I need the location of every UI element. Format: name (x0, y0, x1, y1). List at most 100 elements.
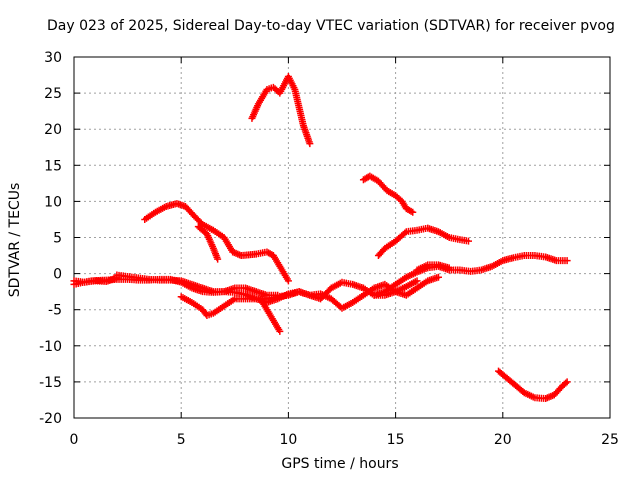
data-track (190, 300, 205, 312)
y-tick-label: 5 (53, 231, 62, 247)
y-tick-label: 10 (44, 194, 62, 210)
x-tick-label: 20 (494, 432, 512, 448)
series-arc-12 (495, 367, 571, 403)
y-axis-label: SDTVAR / TECUs (7, 182, 23, 298)
data-track (399, 199, 409, 211)
y-tick-label: -10 (39, 339, 62, 355)
data-track (222, 296, 237, 309)
data-track (436, 229, 451, 241)
series-arc-9 (374, 224, 472, 260)
data-track (385, 188, 398, 199)
y-tick-label: 25 (44, 86, 62, 102)
data-point (306, 140, 314, 148)
data-track (376, 246, 388, 258)
data-track (265, 249, 276, 259)
data-track (340, 299, 355, 311)
data-track (273, 322, 283, 334)
series-arc-2 (113, 271, 282, 299)
series-arc-13 (70, 274, 121, 286)
data-track (490, 258, 505, 269)
x-tick-label: 5 (177, 432, 186, 448)
data-track (285, 74, 298, 92)
data-track (404, 206, 415, 215)
data-track (415, 262, 430, 273)
data-track (268, 315, 278, 326)
data-track (318, 291, 333, 302)
data-track (265, 84, 275, 93)
data-track (300, 123, 313, 146)
data-track (291, 87, 303, 110)
data-point (563, 257, 571, 265)
data-series (70, 72, 571, 403)
data-track (513, 383, 527, 396)
data-track (153, 203, 168, 215)
data-track (275, 261, 287, 276)
data-track (361, 173, 372, 183)
x-tick-label: 15 (387, 432, 405, 448)
y-tick-label: -15 (39, 375, 62, 391)
data-track (393, 274, 409, 287)
data-track (383, 282, 398, 294)
x-axis-label: GPS time / hours (281, 456, 399, 472)
series-arc-5 (141, 200, 292, 285)
data-track (191, 213, 205, 227)
data-track (200, 221, 216, 233)
series-arc-11 (413, 261, 453, 274)
data-track (249, 102, 262, 121)
data-track (361, 285, 376, 298)
data-track (179, 294, 194, 306)
y-tick-label: 0 (53, 267, 62, 283)
data-track (270, 253, 281, 265)
data-point (276, 327, 284, 335)
series-arc-4 (259, 298, 284, 335)
x-tick-label: 0 (70, 432, 79, 448)
series-arc-7 (248, 72, 314, 148)
data-track (522, 390, 537, 401)
data-track (383, 238, 398, 251)
x-tick-label: 25 (601, 432, 619, 448)
y-tick-label: -5 (48, 303, 62, 319)
data-track (260, 300, 270, 312)
data-track (393, 193, 404, 204)
data-track (211, 227, 226, 240)
data-point (284, 277, 292, 285)
grid (74, 57, 610, 418)
y-tick-label: 30 (44, 50, 62, 66)
series-arc-6 (194, 223, 222, 263)
data-track (211, 303, 226, 316)
data-track (368, 173, 381, 184)
y-tick-label: 15 (44, 158, 62, 174)
data-point (413, 277, 421, 285)
data-track (255, 87, 270, 106)
data-track (393, 229, 409, 244)
data-track (196, 224, 209, 237)
data-track (404, 285, 419, 298)
chart-title: Day 023 of 2025, Sidereal Day-to-day VTE… (47, 18, 615, 34)
data-track (296, 106, 307, 128)
data-point (214, 255, 222, 263)
y-tick-label: -20 (39, 411, 62, 427)
data-track (458, 236, 470, 245)
data-track (205, 310, 215, 319)
data-track (221, 235, 231, 247)
data-track (351, 292, 366, 305)
data-point (113, 274, 121, 282)
data-track (560, 379, 570, 388)
data-point (409, 208, 417, 216)
x-tick-label: 10 (279, 432, 297, 448)
series-arc-8 (359, 172, 417, 216)
data-track (496, 368, 510, 381)
data-track (183, 204, 197, 218)
data-track (264, 308, 274, 319)
data-point (434, 273, 442, 281)
data-point (445, 264, 453, 272)
data-track (143, 209, 158, 222)
data-track (552, 383, 565, 397)
data-point (563, 378, 571, 386)
data-track (505, 375, 518, 388)
data-track (271, 85, 282, 96)
data-track (281, 271, 291, 283)
data-track (376, 179, 390, 193)
data-track (204, 232, 217, 251)
